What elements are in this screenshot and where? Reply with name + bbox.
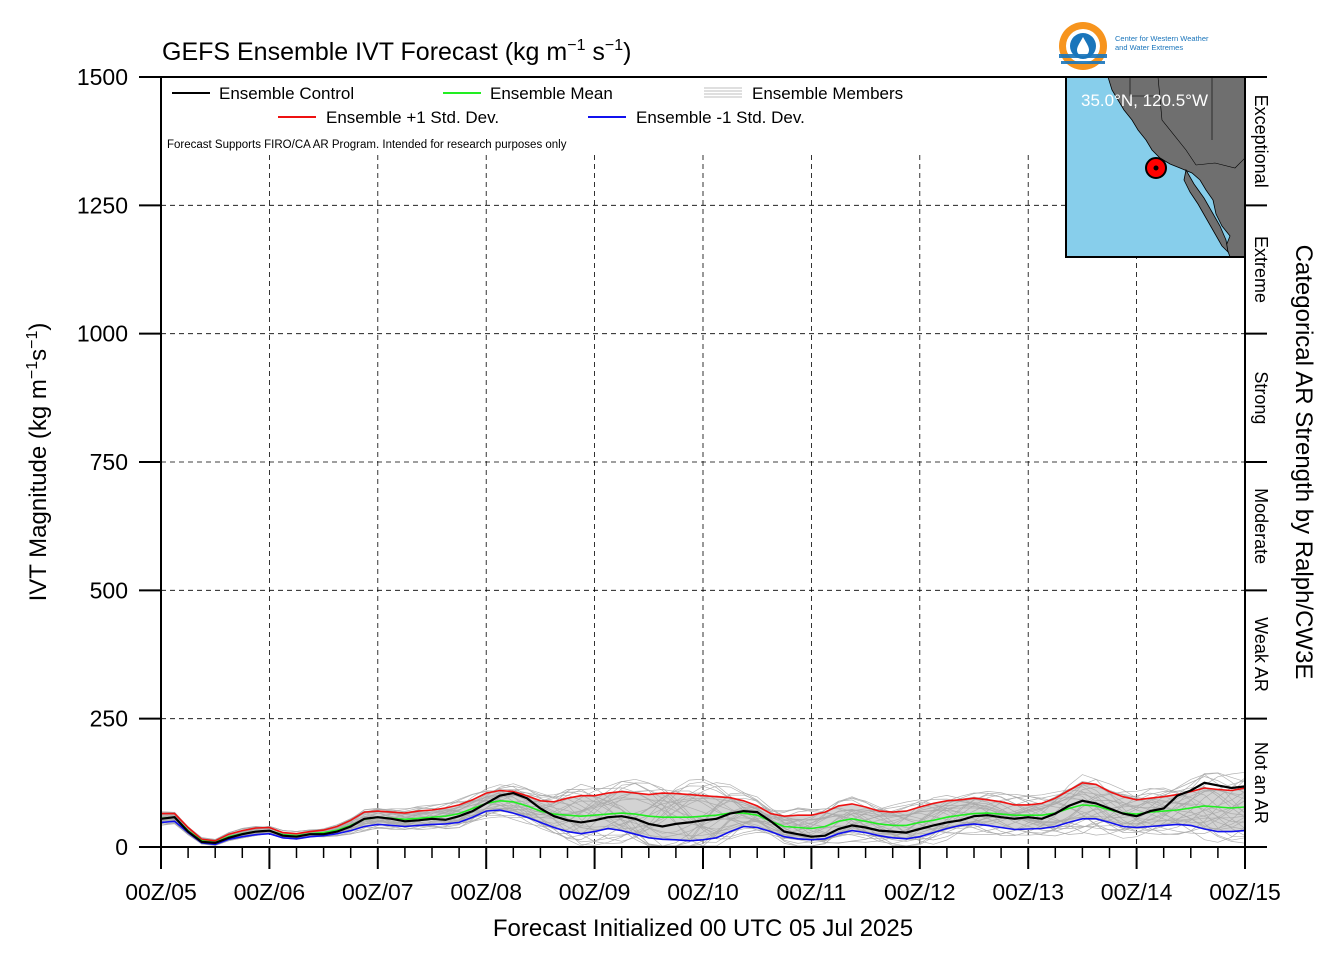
x-tick-label: 00Z/05 <box>125 879 197 905</box>
y-axis: 0 250 500 750 1000 1250 1500 <box>77 64 162 860</box>
legend-label-members: Ensemble Members <box>752 84 903 103</box>
ar-category-axis: Not an AR Weak AR Moderate Strong Extreme Exc… <box>1245 76 1271 848</box>
research-note: Forecast Supports FIRO/CA AR Program. In… <box>167 139 567 151</box>
category-label: Moderate <box>1251 488 1271 564</box>
y-tick-label: 250 <box>90 706 128 732</box>
category-label: Exceptional <box>1251 95 1271 188</box>
category-label: Weak AR <box>1251 617 1271 692</box>
legend-item-plus-std: Ensemble +1 Std. Dev. <box>278 108 499 127</box>
series-lines <box>161 781 1245 846</box>
x-tick-label: 00Z/11 <box>776 879 846 905</box>
x-tick-label: 00Z/10 <box>667 879 739 905</box>
legend-label-control: Ensemble Control <box>219 84 354 103</box>
legend-item-members: Ensemble Members <box>704 84 903 103</box>
legend-label-plus-std: Ensemble +1 Std. Dev. <box>326 108 499 127</box>
x-axis: 00Z/05 00Z/06 00Z/07 00Z/08 00Z/09 00Z/10 00Z/… <box>125 847 1281 905</box>
ensemble-member-line <box>161 787 1245 842</box>
series-line-0 <box>161 781 1245 845</box>
grid-lines <box>161 155 1245 847</box>
category-label: Extreme <box>1251 236 1271 303</box>
logo-text-line2: and Water Extremes <box>1115 43 1183 52</box>
series-line-3 <box>161 809 1245 846</box>
y-tick-label: 750 <box>90 449 128 475</box>
ensemble-member-line <box>161 772 1245 847</box>
legend-item-mean: Ensemble Mean <box>443 84 613 103</box>
legend-item-minus-std: Ensemble -1 Std. Dev. <box>588 108 805 127</box>
series-line-1 <box>161 799 1245 844</box>
legend-item-control: Ensemble Control <box>172 84 354 103</box>
x-tick-label: 00Z/12 <box>884 879 956 905</box>
y-tick-label: 1000 <box>77 321 128 347</box>
category-label: Strong <box>1251 371 1271 424</box>
chart-title: GEFS Ensemble IVT Forecast (kg m−1 s−1) <box>162 37 632 66</box>
category-label: Not an AR <box>1251 742 1271 824</box>
y-tick-label: 500 <box>90 577 128 603</box>
legend-label-mean: Ensemble Mean <box>490 84 613 103</box>
x-tick-label: 00Z/07 <box>342 879 414 905</box>
baja-peninsula <box>1183 168 1229 254</box>
x-tick-label: 00Z/08 <box>450 879 522 905</box>
x-tick-label: 00Z/06 <box>234 879 306 905</box>
legend-label-minus-std: Ensemble -1 Std. Dev. <box>636 108 805 127</box>
cw3e-logo: Center for Western Weather and Water Ext… <box>1059 22 1209 70</box>
inset-map: 35.0°N, 120.5°W <box>1065 76 1246 258</box>
ensemble-member-line <box>161 781 1245 845</box>
x-axis-label: Forecast Initialized 00 UTC 05 Jul 2025 <box>493 915 913 942</box>
y-tick-label: 1250 <box>77 192 128 218</box>
series-line-2 <box>161 781 1245 842</box>
right-axis-label: Categorical AR Strength by Ralph/CW3E <box>1290 245 1317 680</box>
logo-text-line1: Center for Western Weather <box>1115 34 1209 43</box>
x-tick-label: 00Z/15 <box>1209 879 1281 905</box>
x-tick-label: 00Z/09 <box>559 879 631 905</box>
y-axis-label: IVT Magnitude (kg m−1s−1) <box>24 323 52 602</box>
x-tick-label: 00Z/14 <box>1101 879 1173 905</box>
x-tick-label: 00Z/13 <box>992 879 1064 905</box>
legend: Ensemble Control Ensemble Mean Ensemble … <box>163 79 1063 151</box>
y-tick-label: 0 <box>115 834 128 860</box>
y-tick-label: 1500 <box>77 64 128 90</box>
map-location-label: 35.0°N, 120.5°W <box>1081 91 1208 110</box>
